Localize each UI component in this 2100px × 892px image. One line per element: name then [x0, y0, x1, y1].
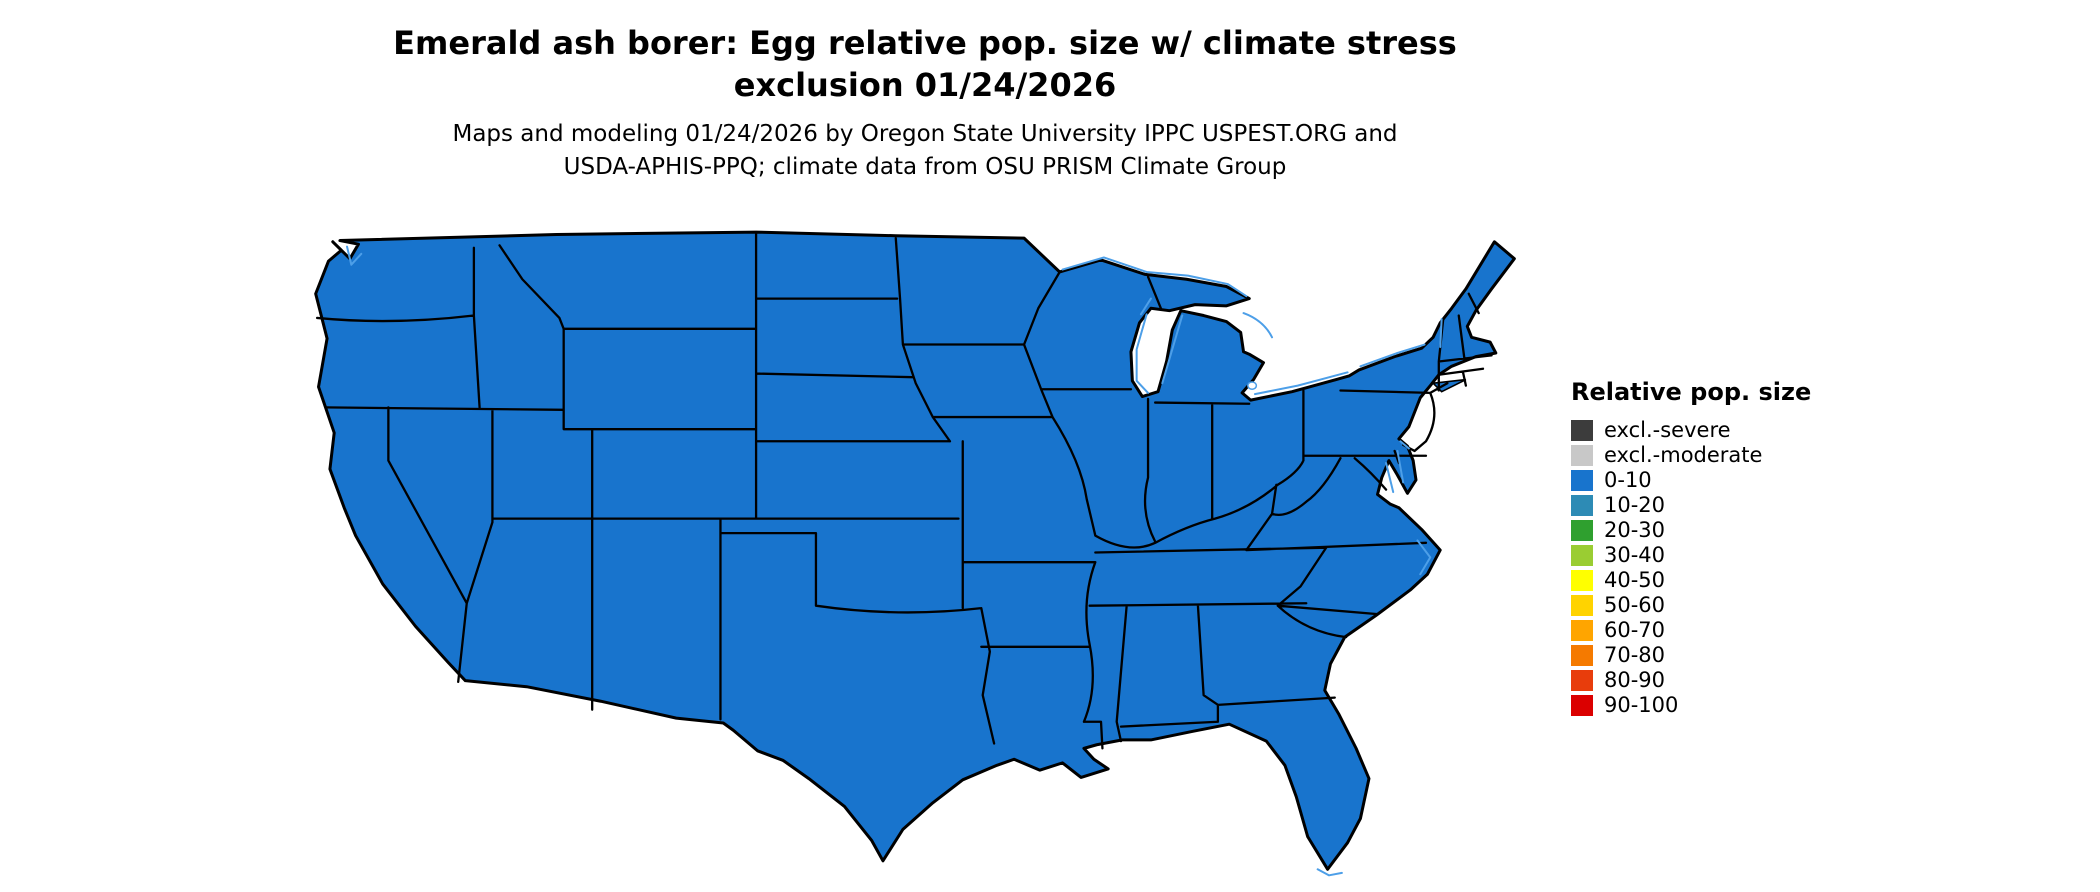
water-lines: [347, 247, 1442, 876]
legend-swatch: [1571, 545, 1593, 566]
legend: Relative pop. size excl.-severe excl.-mod…: [1571, 378, 1871, 718]
legend-swatch: [1571, 595, 1593, 616]
legend-label: 80-90: [1604, 668, 1666, 692]
legend-row: 80-90: [1571, 668, 1871, 693]
legend-swatch: [1571, 645, 1593, 666]
legend-row: excl.-moderate: [1571, 443, 1871, 468]
legend-swatch: [1571, 695, 1593, 716]
legend-label: 0-10: [1604, 468, 1652, 492]
legend-swatch: [1571, 570, 1593, 591]
legend-swatch: [1571, 420, 1593, 441]
legend-row: 20-30: [1571, 518, 1871, 543]
map-subtitle-line2: USDA-APHIS-PPQ; climate data from OSU PR…: [563, 154, 1287, 180]
legend-swatch: [1571, 470, 1593, 491]
legend-swatch: [1571, 495, 1593, 516]
legend-label: excl.-moderate: [1604, 443, 1763, 467]
legend-label: 70-80: [1604, 643, 1666, 667]
legend-label: 50-60: [1604, 593, 1666, 617]
legend-row: 60-70: [1571, 618, 1871, 643]
us-landmass-shape: [316, 232, 1515, 869]
long-island-shape: [1433, 380, 1466, 392]
legend-label: 30-40: [1604, 543, 1666, 567]
legend-row: 90-100: [1571, 693, 1871, 718]
legend-label: 10-20: [1604, 493, 1666, 517]
legend-row: 30-40: [1571, 543, 1871, 568]
legend-row: 40-50: [1571, 568, 1871, 593]
lake-st-clair: [1248, 382, 1257, 389]
legend-label: 60-70: [1604, 618, 1666, 642]
legend-row: 10-20: [1571, 493, 1871, 518]
legend-entries: excl.-severe excl.-moderate 0-10 10-20 20-30…: [1571, 418, 1871, 718]
legend-row: 0-10: [1571, 468, 1871, 493]
legend-swatch: [1571, 620, 1593, 641]
legend-row: 50-60: [1571, 593, 1871, 618]
legend-label: excl.-severe: [1604, 418, 1731, 442]
legend-title: Relative pop. size: [1571, 378, 1812, 406]
legend-row: 70-80: [1571, 643, 1871, 668]
legend-swatch: [1571, 520, 1593, 541]
map-subtitle: Maps and modeling 01/24/2026 by Oregon S…: [0, 118, 1850, 184]
map-title-line1: Emerald ash borer: Egg relative pop. siz…: [393, 24, 1457, 62]
map-title-line2: exclusion 01/24/2026: [733, 66, 1117, 104]
legend-label: 90-100: [1604, 693, 1679, 717]
map-title: Emerald ash borer: Egg relative pop. siz…: [0, 22, 1850, 106]
legend-swatch: [1571, 670, 1593, 691]
legend-label: 40-50: [1604, 568, 1666, 592]
us-map-svg: [300, 220, 1540, 885]
us-conus-map: [300, 220, 1540, 885]
legend-row: excl.-severe: [1571, 418, 1871, 443]
map-subtitle-line1: Maps and modeling 01/24/2026 by Oregon S…: [452, 121, 1398, 147]
state-borders: [317, 233, 1491, 748]
legend-swatch: [1571, 445, 1593, 466]
legend-label: 20-30: [1604, 518, 1666, 542]
